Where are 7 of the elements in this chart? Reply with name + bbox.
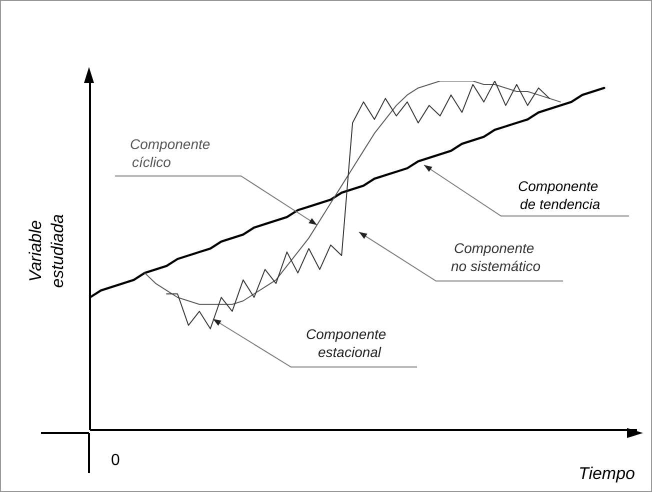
text: Componente de tendencia: [518, 178, 600, 212]
y-axis-title: Variable estudiada: [26, 214, 67, 288]
x-axis-title: Tiempo: [578, 464, 635, 483]
text: Componente cíclico: [130, 136, 210, 170]
annotation: Componente estacional: [306, 326, 386, 360]
text: Componente no sistemático: [451, 240, 541, 274]
text: 0: [111, 452, 120, 469]
